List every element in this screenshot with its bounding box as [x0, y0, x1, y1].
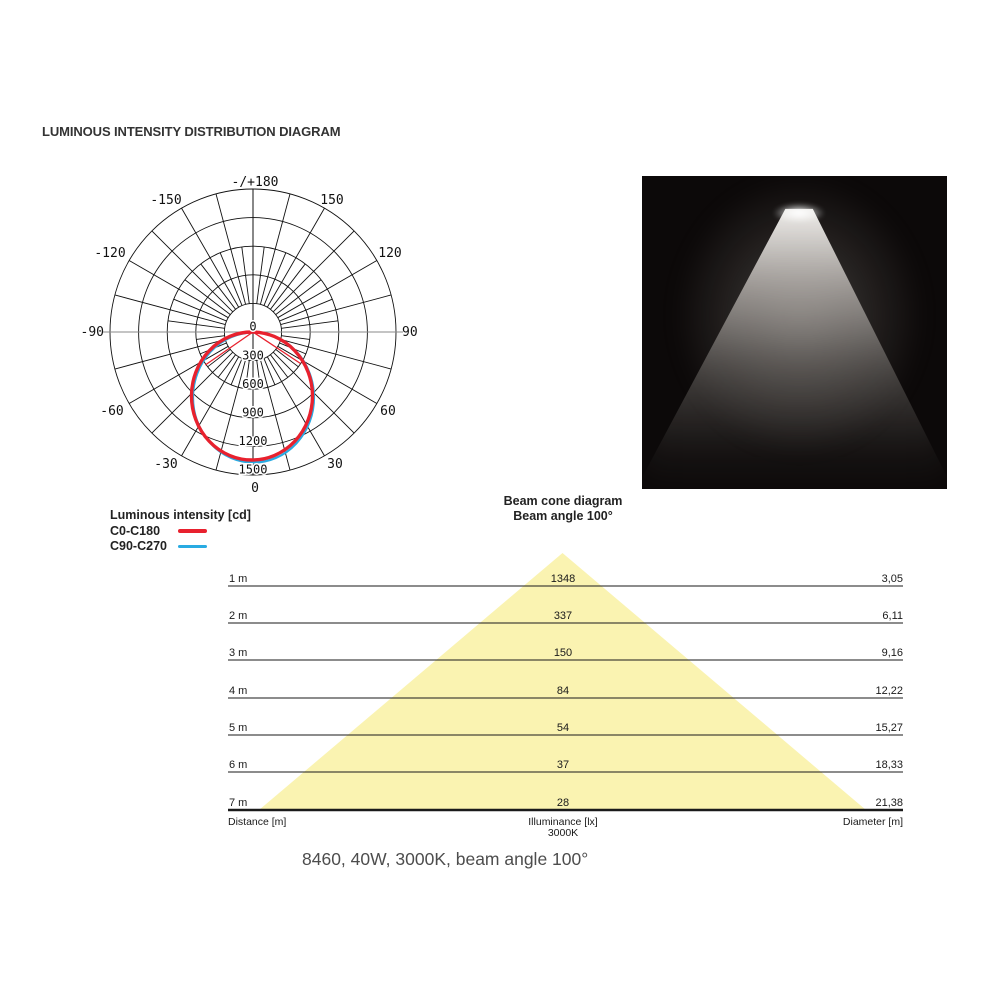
- radial-label-900: 900: [242, 406, 264, 420]
- legend-swatch-c0-c180: [178, 529, 207, 533]
- polar-grid: [103, 188, 403, 476]
- cone-distance: 5 m: [229, 722, 247, 734]
- cone-diagram-title: Beam cone diagram: [503, 494, 623, 508]
- beam-cone-chart: 1 m 1348 3,05 2 m 337 6,11 3 m 150 9,16 …: [228, 553, 903, 839]
- radial-label-600: 600: [242, 377, 264, 391]
- beam-cone-triangle: [259, 553, 866, 810]
- angle-label-p60: 60: [380, 404, 396, 419]
- angle-label-p90: 90: [402, 325, 418, 340]
- cone-diameter: 18,33: [875, 759, 903, 771]
- page-title: LUMINOUS INTENSITY DISTRIBUTION DIAGRAM: [42, 124, 341, 139]
- cone-diameter: 3,05: [882, 573, 903, 585]
- legend-title: Luminous intensity [cd]: [110, 508, 251, 522]
- cone-illuminance: 37: [557, 759, 569, 771]
- product-caption: 8460, 40W, 3000K, beam angle 100°: [302, 849, 589, 869]
- angle-label-m30: -30: [154, 457, 177, 472]
- cone-diagram-subtitle: Beam angle 100°: [513, 508, 613, 523]
- cone-footer-cct: 3000K: [548, 827, 578, 839]
- cone-distance: 2 m: [229, 610, 247, 622]
- cone-footer-distance: Distance [m]: [228, 816, 286, 828]
- angle-label-p120: 120: [378, 246, 401, 261]
- cone-illuminance: 28: [557, 797, 569, 809]
- cone-diameter: 12,22: [875, 685, 903, 697]
- beam-photo-hotspot: [773, 202, 825, 223]
- cone-illuminance: 54: [557, 722, 569, 734]
- cone-diagram-header: Beam cone diagram Beam angle 100°: [460, 494, 666, 523]
- cone-distance: 6 m: [229, 759, 247, 771]
- cone-distance: 1 m: [229, 573, 247, 585]
- legend-swatch-c90-c270: [178, 545, 207, 548]
- cone-illuminance: 150: [554, 647, 572, 659]
- radial-label-0: 0: [249, 320, 256, 334]
- cone-diameter: 21,38: [875, 797, 903, 809]
- legend-label-c90-c270: C90-C270: [110, 539, 167, 553]
- angle-label-0: 0: [251, 481, 259, 495]
- cone-illuminance: 337: [554, 610, 572, 622]
- cone-footer: Distance [m] Illuminance [lx] 3000K Diam…: [228, 816, 903, 839]
- angle-label-m90: -90: [81, 325, 104, 340]
- beam-photo: [642, 176, 947, 489]
- cone-distance: 4 m: [229, 685, 247, 697]
- cone-distance: 7 m: [229, 797, 247, 809]
- cone-diameter: 15,27: [875, 722, 903, 734]
- angle-label-m120: -120: [94, 246, 125, 261]
- angle-label-p30: 30: [327, 457, 343, 472]
- cone-illuminance: 84: [557, 685, 569, 697]
- cone-illuminance: 1348: [551, 573, 575, 585]
- cone-rows: 1 m 1348 3,05 2 m 337 6,11 3 m 150 9,16 …: [229, 573, 903, 809]
- cone-row-rules: [228, 585, 903, 812]
- cone-distance: 3 m: [229, 647, 247, 659]
- angle-label-180: -/+180: [232, 175, 279, 190]
- radial-label-300: 300: [242, 349, 264, 363]
- cone-footer-diameter: Diameter [m]: [843, 816, 903, 828]
- legend-label-c0-c180: C0-C180: [110, 524, 161, 538]
- polar-intensity-chart: -/+180 -150 150 -120 120 -90 90 -60 60 -…: [81, 175, 418, 495]
- angle-label-p150: 150: [320, 193, 343, 208]
- curve-c0-c180-cutoff-left: [204, 331, 254, 366]
- curve-c0-c180-cutoff-right: [252, 331, 301, 365]
- angle-label-m60: -60: [100, 404, 123, 419]
- radial-label-1200: 1200: [239, 434, 268, 448]
- cone-diameter: 6,11: [882, 610, 903, 622]
- angle-label-m150: -150: [150, 193, 181, 208]
- cone-diameter: 9,16: [882, 647, 903, 659]
- radial-label-1500: 1500: [239, 463, 268, 477]
- cone-footer-illuminance: Illuminance [lx]: [528, 816, 598, 828]
